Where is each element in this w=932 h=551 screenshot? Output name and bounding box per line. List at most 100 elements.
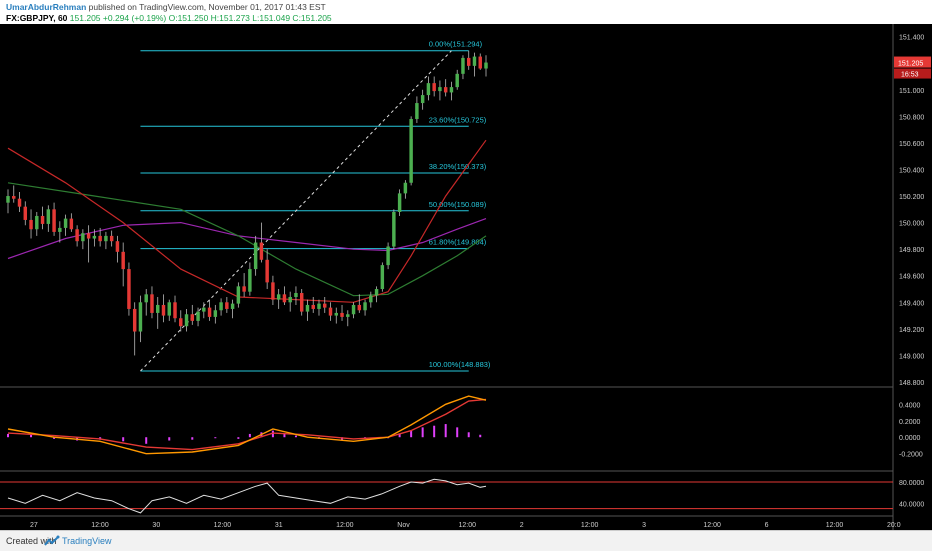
candle-body [282,294,287,303]
candle-body [461,57,465,74]
candle-body [196,311,200,321]
candle-body [403,182,408,194]
candle-body [81,233,85,242]
macd-histogram-bar [433,425,436,438]
candle-body [156,304,160,313]
candle-body [369,295,373,303]
candle-body [294,293,298,297]
candle-body [484,62,488,69]
chart-area[interactable]: 151.400151.200151.000150.800150.600150.4… [0,24,932,530]
countdown-tag-label: 16:53 [901,72,919,79]
candle-body [276,294,281,300]
candle-body [35,215,39,230]
candle-body [115,241,120,252]
price-tick-label: 150.800 [899,114,924,121]
tradingview-brand-link[interactable]: TradingView [62,536,112,546]
candle-body [299,293,304,312]
time-tick-label: 12:00 [91,522,109,529]
candle-body [58,227,62,232]
published-text: published on TradingView.com, November 0… [88,2,326,12]
candle-body [455,73,459,88]
candle-body [138,302,143,332]
rsi-tick-label: 80.0000 [899,480,924,487]
countdown-tag [894,68,931,79]
author-link[interactable]: UmarAbdurRehman [6,2,87,12]
candle-body [374,289,379,296]
created-with-text: Created with [6,536,57,546]
time-tick-label: 12:00 [703,522,721,529]
macd-tick-label: 0.0000 [899,435,921,442]
macd-histogram-bar [410,430,413,438]
candle-body [242,286,246,292]
candle-body [207,307,212,317]
fib-level-label: 100.00%(148.883) [429,360,491,369]
price-tick-label: 150.400 [899,167,924,174]
candle-body [219,302,223,311]
macd-histogram-bar [248,433,251,438]
ma-purple-line [7,218,487,260]
time-tick-label: 12:00 [336,522,354,529]
candle-body [351,304,356,315]
time-tick-label: 6 [765,522,769,529]
last-price-tag-label: 151.205 [898,61,923,68]
candle-body [184,314,189,327]
candle-body [230,303,235,309]
candle-body [179,318,183,327]
chart-svg[interactable]: 151.400151.200151.000150.800150.600150.4… [0,24,932,530]
candle-body [466,57,471,66]
price-tick-label: 151.400 [899,35,924,42]
price-tick-label: 150.000 [899,221,924,228]
candle-body [340,312,344,317]
macd-histogram-bar [191,437,194,440]
symbol-label[interactable]: FX:GBPJPY, 60 [6,13,68,23]
candle-body [271,282,275,300]
fib-level-label: 0.00%(151.294) [429,40,483,49]
fib-level-label: 23.60%(150.725) [429,115,487,124]
candle-body [69,218,74,230]
time-tick-label: 20:0 [887,522,901,529]
rsi-tick-label: 40.0000 [899,501,924,508]
footer-bar: Created with TradingView [0,530,932,551]
macd-histogram-bar [283,433,286,438]
candle-body [253,242,258,270]
candle-body [173,302,177,319]
candle-body [202,307,206,312]
macd-tick-label: 0.4000 [899,402,921,409]
candle-body [52,209,56,232]
candle-body [167,302,171,316]
price-tick-label: 149.200 [899,327,924,334]
candle-body [409,118,413,183]
candle-body [386,246,390,266]
candle-body [311,304,315,309]
candle-body [236,286,241,304]
macd-histogram-bar [294,435,297,438]
macd-histogram-bar [237,437,240,439]
candle-body [46,209,51,224]
candle-body [161,304,166,316]
macd-histogram-bar [421,427,424,438]
tradingview-logo-icon [44,535,60,546]
ma-fast-line [7,139,487,303]
candle-body [357,304,362,311]
candle-body [305,304,310,312]
candle-body [75,229,79,242]
candle-body [443,87,448,93]
time-tick-label: 30 [152,522,160,529]
macd-histogram-bar [214,437,217,439]
candle-body [213,310,218,317]
candle-body [132,308,137,332]
price-tick-label: 150.200 [899,194,924,201]
candle-body [397,193,402,212]
ohlc-values: O:151.250 H:151.273 L:151.049 C:151.205 [168,13,332,23]
candle-body [63,218,68,228]
macd-tick-label: -0.2000 [899,452,923,459]
price-tick-label: 151.000 [899,88,924,95]
time-tick-label: 12:00 [214,522,232,529]
time-tick-label: 31 [275,522,283,529]
candle-body [225,302,229,309]
macd-histogram-bar [53,437,56,439]
price-tick-label: 149.400 [899,300,924,307]
chart-header: UmarAbdurRehman published on TradingView… [0,0,932,24]
candle-body [334,312,338,316]
candle-body [472,56,477,66]
